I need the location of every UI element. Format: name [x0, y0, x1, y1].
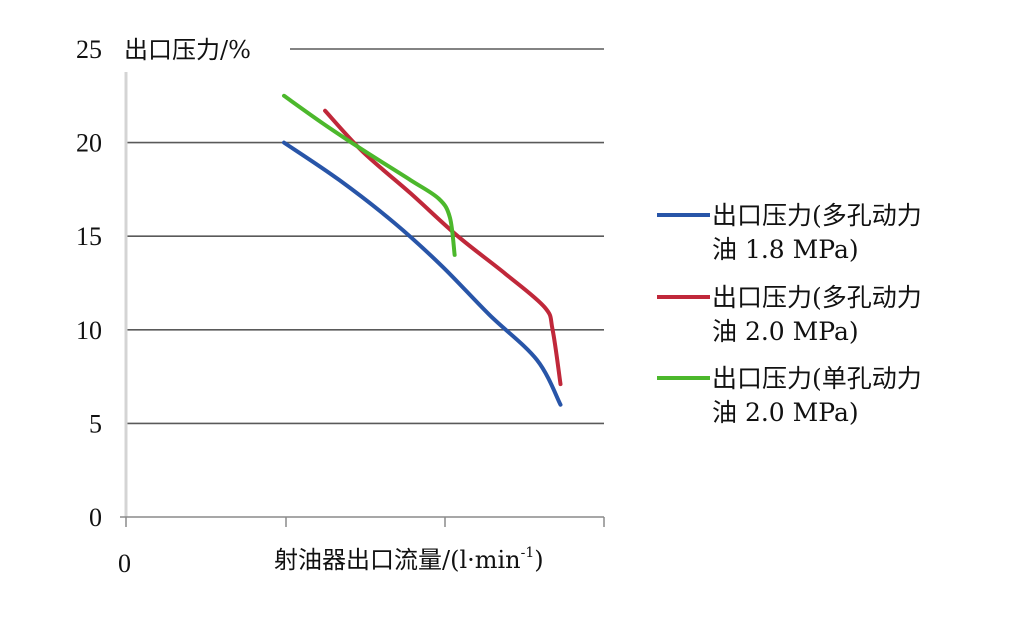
legend-label-2-line2: 油 2.0 MPa)	[712, 317, 859, 346]
x-axis-label-sup: -1	[521, 545, 535, 561]
x-tick-label: 0	[118, 549, 131, 578]
legend-label-2-line1: 出口压力(多孔动力	[712, 283, 922, 312]
legend-label-3-line2: 油 2.0 MPa)	[712, 398, 859, 427]
gridlines	[126, 48, 604, 425]
y-tick-labels: 0 5 10 15 20 25	[76, 35, 102, 532]
series-line-3	[282, 93, 457, 257]
y-tick-label-10: 10	[76, 316, 102, 345]
x-axis-label-main: 射油器出口流量/(l·min	[274, 546, 521, 574]
series-line-2	[323, 108, 563, 387]
legend-label-1-line1: 出口压力(多孔动力	[712, 201, 922, 230]
y-tick-label-20: 20	[76, 129, 102, 158]
y-tick-label-15: 15	[76, 222, 102, 251]
y-tick-label-0: 0	[89, 503, 102, 532]
y-tick-label-25: 25	[76, 35, 102, 64]
series-line-1	[282, 140, 563, 407]
legend-label-3-line1: 出口压力(单孔动力	[712, 364, 922, 393]
x-axis-ticks	[125, 517, 605, 527]
series-lines	[282, 93, 563, 407]
x-axis-label: 射油器出口流量/(l·min-1)	[274, 545, 544, 574]
y-axis-label: 出口压力/%	[124, 36, 251, 64]
y-tick-label-5: 5	[89, 409, 102, 438]
x-axis-label-close: )	[534, 546, 543, 574]
legend-label-1-line2: 油 1.8 MPa)	[712, 235, 859, 264]
